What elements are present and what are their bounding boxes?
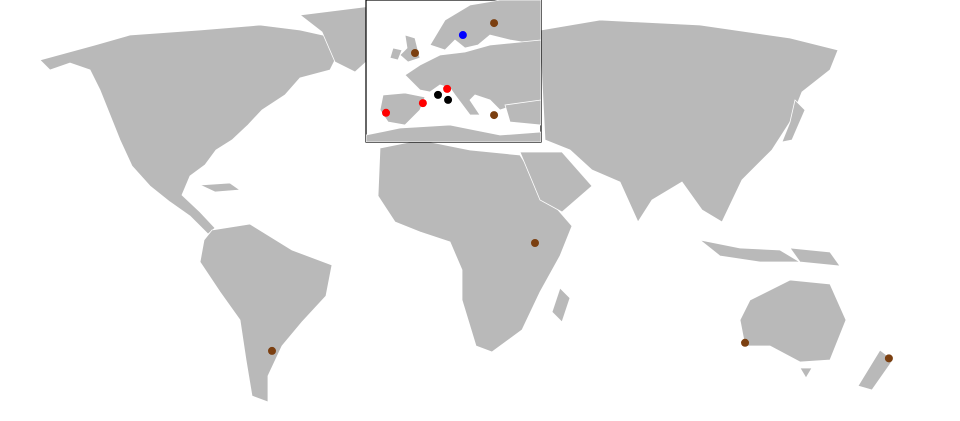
- scandinavia: [429, 0, 541, 51]
- world-markers: [268, 239, 893, 363]
- australia: [739, 279, 847, 363]
- continental-europe: [404, 39, 541, 121]
- madagascar: [551, 287, 571, 323]
- location-marker: [418, 99, 427, 108]
- iberia: [379, 92, 426, 126]
- south-america: [199, 223, 333, 403]
- location-marker: [382, 108, 391, 117]
- africa: [377, 139, 573, 353]
- location-marker: [443, 84, 452, 93]
- tasmania: [799, 367, 813, 379]
- indonesia: [699, 239, 802, 263]
- location-marker: [490, 19, 499, 28]
- anatolia: [504, 99, 541, 126]
- north-africa-inset: [366, 124, 541, 142]
- location-marker: [433, 90, 442, 99]
- world-land: [39, 4, 894, 403]
- location-marker: [444, 95, 453, 104]
- location-marker: [458, 31, 467, 40]
- asia: [540, 19, 839, 223]
- location-marker: [530, 239, 539, 248]
- caribbean: [199, 182, 242, 193]
- location-marker: [490, 111, 499, 120]
- ireland: [389, 47, 403, 61]
- location-marker: [741, 338, 750, 347]
- location-marker: [268, 346, 277, 355]
- arabia: [519, 151, 593, 213]
- japan: [781, 99, 806, 143]
- north-america: [39, 24, 346, 235]
- location-marker: [884, 354, 893, 363]
- inset-markers: [382, 19, 499, 120]
- new-guinea: [789, 247, 841, 267]
- location-marker: [411, 49, 419, 57]
